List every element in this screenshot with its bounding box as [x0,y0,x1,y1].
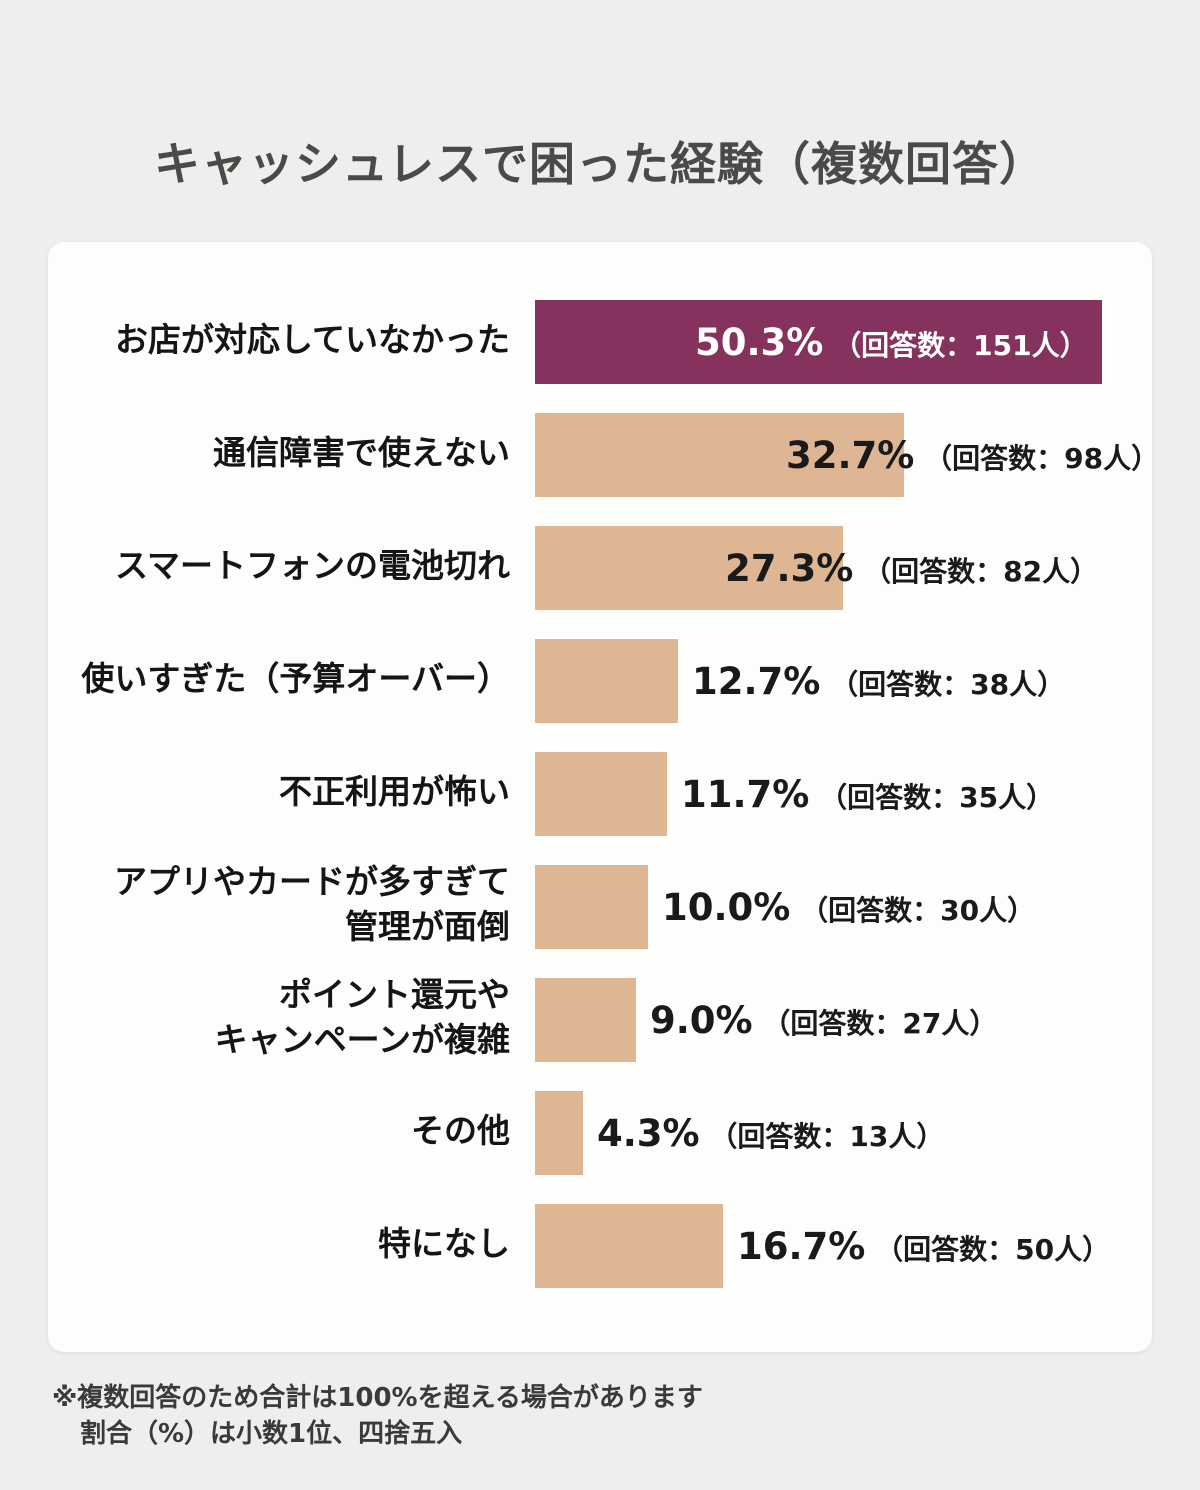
category-label: お店が対応していなかった [114,319,510,359]
footnote: ※複数回答のため合計は100%を超える場合があります 割合（%）は小数1位、四捨… [52,1380,703,1453]
value-label: 16.7% （回答数：50人） [737,1225,1110,1268]
chart-title: キャッシュレスで困った経験（複数回答） [153,137,1047,191]
percent-label: 12.7% [692,659,821,703]
value-label: 10.0% （回答数：30人） [662,886,1035,929]
category-label: 通信障害で使えない [213,432,510,472]
bar [535,752,667,836]
value-label: 12.7% （回答数：38人） [692,660,1065,703]
count-label: （回答数：27人） [752,1006,998,1040]
bar [535,413,904,497]
category-label: その他 [411,1110,510,1150]
count-label: （回答数：35人） [809,780,1055,814]
bar [535,1091,583,1175]
bar [535,978,636,1062]
value-label: 50.3% （回答数：151人） [695,321,1088,364]
category-label: ポイント還元や キャンペーンが複雑 [214,975,510,1059]
bar [535,865,648,949]
percent-label: 4.3% [597,1111,700,1155]
count-label: （回答数：50人） [865,1232,1111,1266]
value-label: 27.3% （回答数：82人） [725,547,1098,590]
count-label: （回答数：30人） [790,893,1036,927]
value-label: 11.7% （回答数：35人） [681,773,1054,816]
bar [535,526,843,610]
value-label: 9.0% （回答数：27人） [650,999,997,1042]
footnote-line-2: 割合（%）は小数1位、四捨五入 [80,1419,463,1450]
count-label: （回答数：151人） [823,328,1088,362]
bar [535,300,1102,384]
count-label: （回答数：38人） [820,667,1066,701]
count-label: （回答数：98人） [914,441,1160,475]
bar [535,639,678,723]
percent-label: 32.7% [786,433,915,477]
percent-label: 50.3% [695,320,824,364]
count-label: （回答数：82人） [853,554,1099,588]
percent-label: 9.0% [650,998,753,1042]
category-label: 特になし [378,1223,510,1263]
percent-label: 27.3% [725,546,854,590]
category-label: アプリやカードが多すぎて 管理が面倒 [114,862,510,946]
value-label: 32.7% （回答数：98人） [786,434,1159,477]
category-label: 使いすぎた（予算オーバー） [81,658,510,698]
category-label: スマートフォンの電池切れ [114,545,510,585]
category-label: 不正利用が怖い [279,771,510,811]
percent-label: 10.0% [662,885,791,929]
percent-label: 11.7% [681,772,810,816]
percent-label: 16.7% [737,1224,866,1268]
value-label: 4.3% （回答数：13人） [597,1112,944,1155]
count-label: （回答数：13人） [699,1119,945,1153]
bar [535,1204,723,1288]
footnote-line-1: ※複数回答のため合計は100%を超える場合があります [52,1383,703,1413]
